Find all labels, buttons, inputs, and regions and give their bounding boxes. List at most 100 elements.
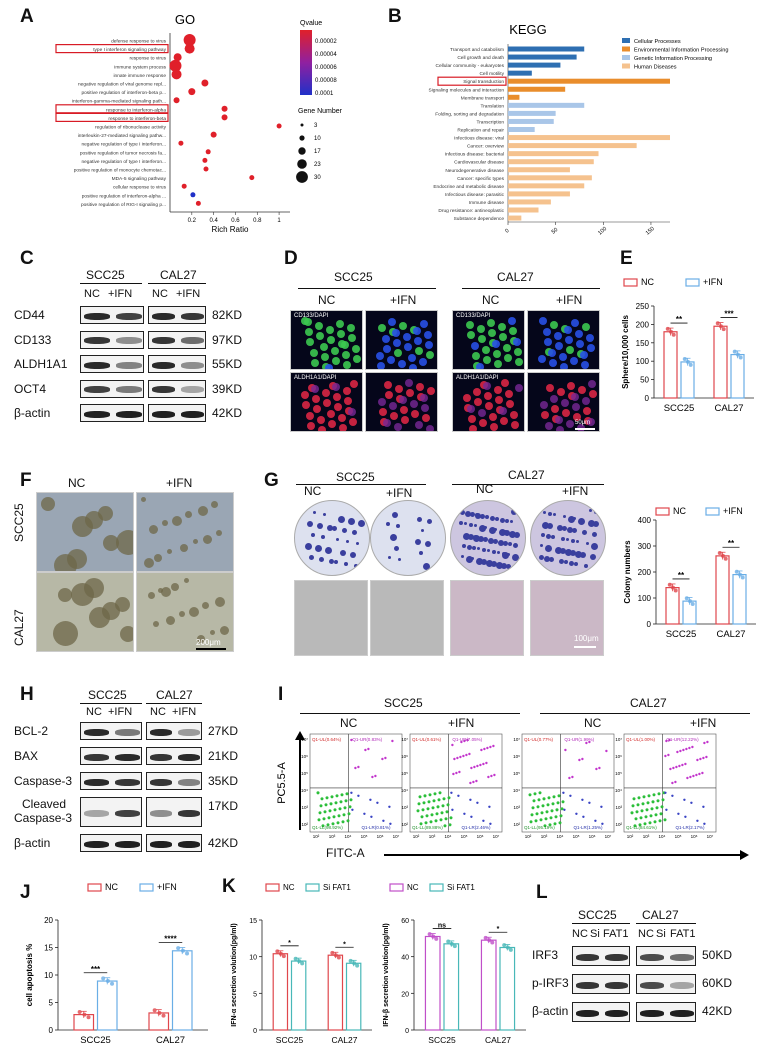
event-dot [429,820,433,824]
tumor-sphere [171,583,179,591]
data-point [732,349,737,354]
colony [305,543,312,550]
significance-label: ns [438,923,446,930]
colony [479,525,486,532]
colony [562,526,567,531]
cell-nucleus [401,416,409,424]
event-dot [485,761,488,765]
qvalue-tick-label: 0.0001 [315,91,334,97]
event-dot [322,817,326,821]
bar [290,960,307,1031]
event-dot [532,799,536,803]
cell-nucleus [557,388,565,396]
cell-nucleus [378,324,386,332]
y-tick-label: 40 [401,955,409,962]
blot-band [181,361,204,369]
event-dot [465,753,468,757]
colony [591,543,598,550]
l-cond-5: Si [656,928,666,940]
x-axis-arrow [384,854,740,856]
event-dot [643,822,647,826]
l-cell-line-1: SCC25 [578,908,617,922]
colony [482,548,486,552]
cell-nucleus [509,327,517,335]
colony [475,513,481,519]
cell-nucleus [555,342,563,350]
go-term-label: positive regulation of interferon-alpha … [82,193,166,199]
event-dot [487,775,490,779]
colony [584,564,588,568]
y-tick-label: 10⁵ [615,771,622,776]
y-tick-label: 10⁴ [401,788,408,793]
cell-nucleus [539,317,547,325]
event-dot [335,794,339,798]
legend-label: Si FAT1 [447,883,475,892]
kegg-bar [508,215,522,221]
blot-protein-label: Caspase-3 [14,774,73,788]
colony [394,546,399,551]
data-point [86,1015,91,1020]
cell-nucleus [390,412,398,420]
colony [586,542,589,545]
event-dot [696,758,699,762]
cell-nucleus [403,333,411,341]
blot-band [605,981,628,989]
event-dot [351,808,354,811]
go-dot [195,200,201,206]
go-qvalue-title: Qvalue [300,20,322,27]
kegg-category-label: Substance dependence [454,216,505,222]
x-tick-label: 10² [627,834,634,839]
cytometry-plot [309,733,403,833]
event-dot [542,797,546,801]
colony [590,554,596,560]
y-tick-label: 10⁶ [401,754,408,759]
cytometry-plot [623,733,717,833]
qvalue-colorbar [300,30,312,95]
colony [507,553,510,556]
cell-nucleus [545,422,553,430]
cell-nucleus [408,354,416,362]
event-dot [433,792,437,796]
event-dot [637,796,641,800]
event-dot [676,750,679,754]
x-tick-label: 10² [525,834,532,839]
event-dot [371,775,374,779]
event-dot [316,791,320,795]
event-dot [537,798,541,802]
event-dot [447,796,451,800]
blot-band [670,1009,694,1017]
kegg-highlight-box [437,76,507,86]
cell-nucleus [492,340,500,348]
go-dot [173,97,180,104]
cell-nucleus [406,389,414,397]
tumor-sphere [203,535,212,544]
blot-band [178,728,200,736]
cell-nucleus [467,405,475,413]
cell-nucleus [321,353,329,361]
cell-nucleus [515,384,523,392]
quadrant-label: Q1-LL(95.19%) [524,825,555,830]
cell-nucleus [478,409,486,417]
data-point [278,951,283,956]
x-tick-label: CAL27 [716,629,745,640]
cell-nucleus [424,331,432,339]
micrograph: ALDH1A1/DAPI [452,372,525,432]
kegg-legend-swatch [622,38,630,43]
cell-nucleus [387,356,395,364]
event-dot [601,822,604,825]
cell-nucleus [410,400,418,408]
go-term-label: immune system process [114,64,166,70]
blot-band [84,728,109,736]
event-dot [650,807,654,811]
event-dot [421,808,425,812]
cell-nucleus [350,380,358,388]
data-point [720,553,725,558]
event-dot [557,794,561,798]
event-dot [598,766,601,770]
x-tick-label: 10⁵ [573,834,580,839]
event-dot [357,794,360,797]
h-cond-nc-1: NC [86,706,102,718]
event-dot [339,800,343,804]
event-dot [639,816,643,820]
data-point [671,332,676,337]
